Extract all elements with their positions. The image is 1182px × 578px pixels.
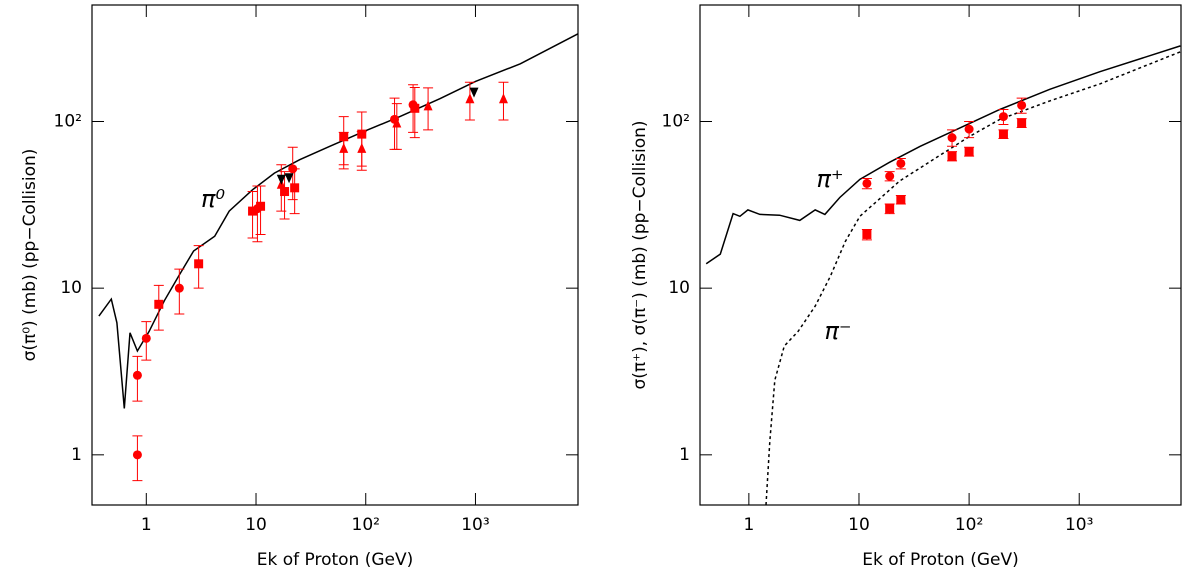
data-point — [154, 299, 164, 309]
data-point — [885, 204, 895, 214]
data-point — [469, 87, 479, 98]
x-axis-title: Ek of Proton (GeV) — [862, 550, 1019, 570]
plot-frame — [699, 4, 1182, 506]
data-point — [465, 93, 475, 104]
data-point — [132, 450, 142, 460]
data-point — [276, 174, 286, 185]
data-point — [947, 133, 957, 143]
data-point — [339, 142, 349, 153]
curve — [705, 45, 1181, 265]
x-axis-title: Ek of Proton (GeV) — [257, 550, 414, 570]
data-point — [964, 147, 974, 157]
data-point — [964, 124, 974, 134]
curve — [98, 33, 579, 409]
data-point — [392, 117, 402, 128]
data-point — [357, 142, 367, 153]
y-axis-title: σ(π⁺), σ(π⁻) (mb) (pp−Collision) — [630, 120, 650, 389]
data-point — [1017, 118, 1027, 128]
y-tick-label: 10 — [668, 278, 690, 298]
x-tick-label: 10² — [352, 515, 380, 535]
x-tick-label: 10³ — [461, 515, 489, 535]
data-point — [141, 333, 151, 343]
x-tick-label: 10² — [955, 515, 983, 535]
data-point — [998, 112, 1008, 122]
curve — [765, 51, 1181, 506]
data-point — [423, 100, 433, 111]
data-point — [998, 129, 1008, 139]
data-point — [498, 93, 508, 104]
x-tick-label: 10 — [245, 515, 267, 535]
y-tick-label: 10² — [662, 111, 690, 131]
curve-label: π⁰ — [201, 185, 225, 213]
x-tick-label: 10 — [848, 515, 870, 535]
data-point — [410, 103, 420, 113]
y-tick-label: 1 — [71, 445, 82, 465]
data-point — [862, 229, 872, 239]
data-point — [896, 158, 906, 168]
y-tick-label: 1 — [679, 445, 690, 465]
y-tick-label: 10 — [60, 278, 82, 298]
x-tick-label: 1 — [141, 515, 152, 535]
data-point — [256, 201, 266, 211]
data-point — [174, 283, 184, 293]
data-point — [290, 183, 300, 193]
data-point — [248, 206, 258, 216]
data-point — [284, 173, 294, 184]
data-point — [194, 259, 204, 269]
data-point — [280, 187, 290, 197]
data-point — [947, 151, 957, 161]
y-axis-title: σ(π⁰) (mb) (pp−Collision) — [20, 149, 40, 362]
plot-frame — [91, 4, 579, 506]
data-point — [885, 171, 895, 181]
y-tick-label: 10² — [54, 111, 82, 131]
data-point — [862, 178, 872, 188]
curve-label: π⁺ — [816, 165, 843, 193]
data-point — [132, 370, 142, 380]
x-tick-label: 10³ — [1065, 515, 1093, 535]
data-point — [1017, 100, 1027, 110]
x-tick-label: 1 — [743, 515, 754, 535]
data-point — [896, 195, 906, 205]
curve-label: π⁻ — [824, 317, 851, 345]
